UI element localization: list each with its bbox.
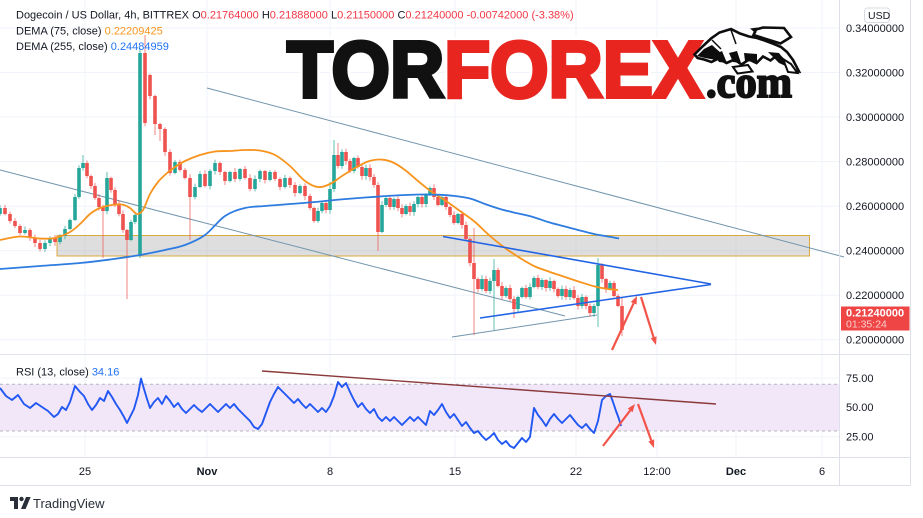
svg-text:DEMA (75, close) 0.22209425: DEMA (75, close) 0.22209425	[16, 26, 163, 38]
svg-text:01:35:24: 01:35:24	[846, 319, 887, 331]
svg-text:0.28000000: 0.28000000	[846, 156, 904, 168]
svg-text:0.30000000: 0.30000000	[846, 112, 904, 124]
svg-text:25.00: 25.00	[846, 432, 874, 444]
svg-text:50.00: 50.00	[846, 402, 874, 414]
svg-text:Nov: Nov	[197, 466, 219, 478]
svg-text:0.34000000: 0.34000000	[846, 23, 904, 35]
svg-text:0.26000000: 0.26000000	[846, 201, 904, 213]
svg-text:0.24000000: 0.24000000	[846, 246, 904, 258]
svg-text:15: 15	[449, 466, 461, 478]
svg-text:22: 22	[570, 466, 582, 478]
svg-text:0.20000000: 0.20000000	[846, 335, 904, 347]
svg-text:TradingView: TradingView	[33, 496, 105, 511]
svg-text:Dogecoin / US Dollar, 4h, BITT: Dogecoin / US Dollar, 4h, BITTREX O0.217…	[16, 10, 574, 22]
svg-text:0.22000000: 0.22000000	[846, 290, 904, 302]
svg-text:75.00: 75.00	[846, 373, 874, 385]
svg-text:0.32000000: 0.32000000	[846, 67, 904, 79]
svg-text:8: 8	[327, 466, 333, 478]
svg-text:TORFOREX: TORFOREX	[287, 25, 703, 114]
svg-text:25: 25	[79, 466, 91, 478]
svg-text:DEMA (255, close) 0.24484959: DEMA (255, close) 0.24484959	[16, 41, 169, 53]
svg-text:12:00: 12:00	[643, 466, 671, 478]
svg-text:TORFOREX: TORFOREX	[287, 25, 703, 114]
svg-text:0.21240000: 0.21240000	[846, 308, 904, 320]
svg-text:Dec: Dec	[726, 466, 746, 478]
svg-text:RSI (13, close) 34.16: RSI (13, close) 34.16	[16, 367, 119, 379]
svg-text:6: 6	[819, 466, 825, 478]
svg-text:USD: USD	[868, 10, 891, 22]
